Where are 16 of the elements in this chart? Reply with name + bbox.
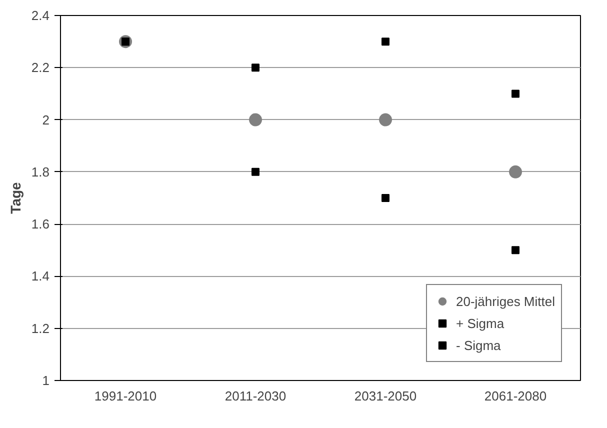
x-tick-label: 2031-2050 (354, 388, 417, 404)
legend-label: - Sigma (456, 338, 501, 352)
y-tick-label: 1.6 (31, 216, 50, 232)
y-tick-label: 2 (42, 112, 50, 128)
y-tick-label: 2.4 (31, 8, 50, 23)
x-tick-label: 1991-2010 (94, 388, 157, 404)
y-tick-label: 1.8 (31, 164, 50, 180)
x-tick-label: 2011-2030 (224, 388, 286, 404)
y-axis-title: Tage (7, 182, 24, 214)
x-tick-label: 2061-2080 (484, 388, 547, 404)
y-tick-label: 2.2 (31, 60, 50, 76)
y-tick-label: 1.2 (31, 320, 50, 336)
y-tick-label: 1 (42, 373, 50, 388)
y-tick-label: 1.4 (31, 268, 50, 284)
legend-label: 20-jähriges Mittel (456, 294, 555, 308)
legend-label: + Sigma (456, 316, 504, 330)
